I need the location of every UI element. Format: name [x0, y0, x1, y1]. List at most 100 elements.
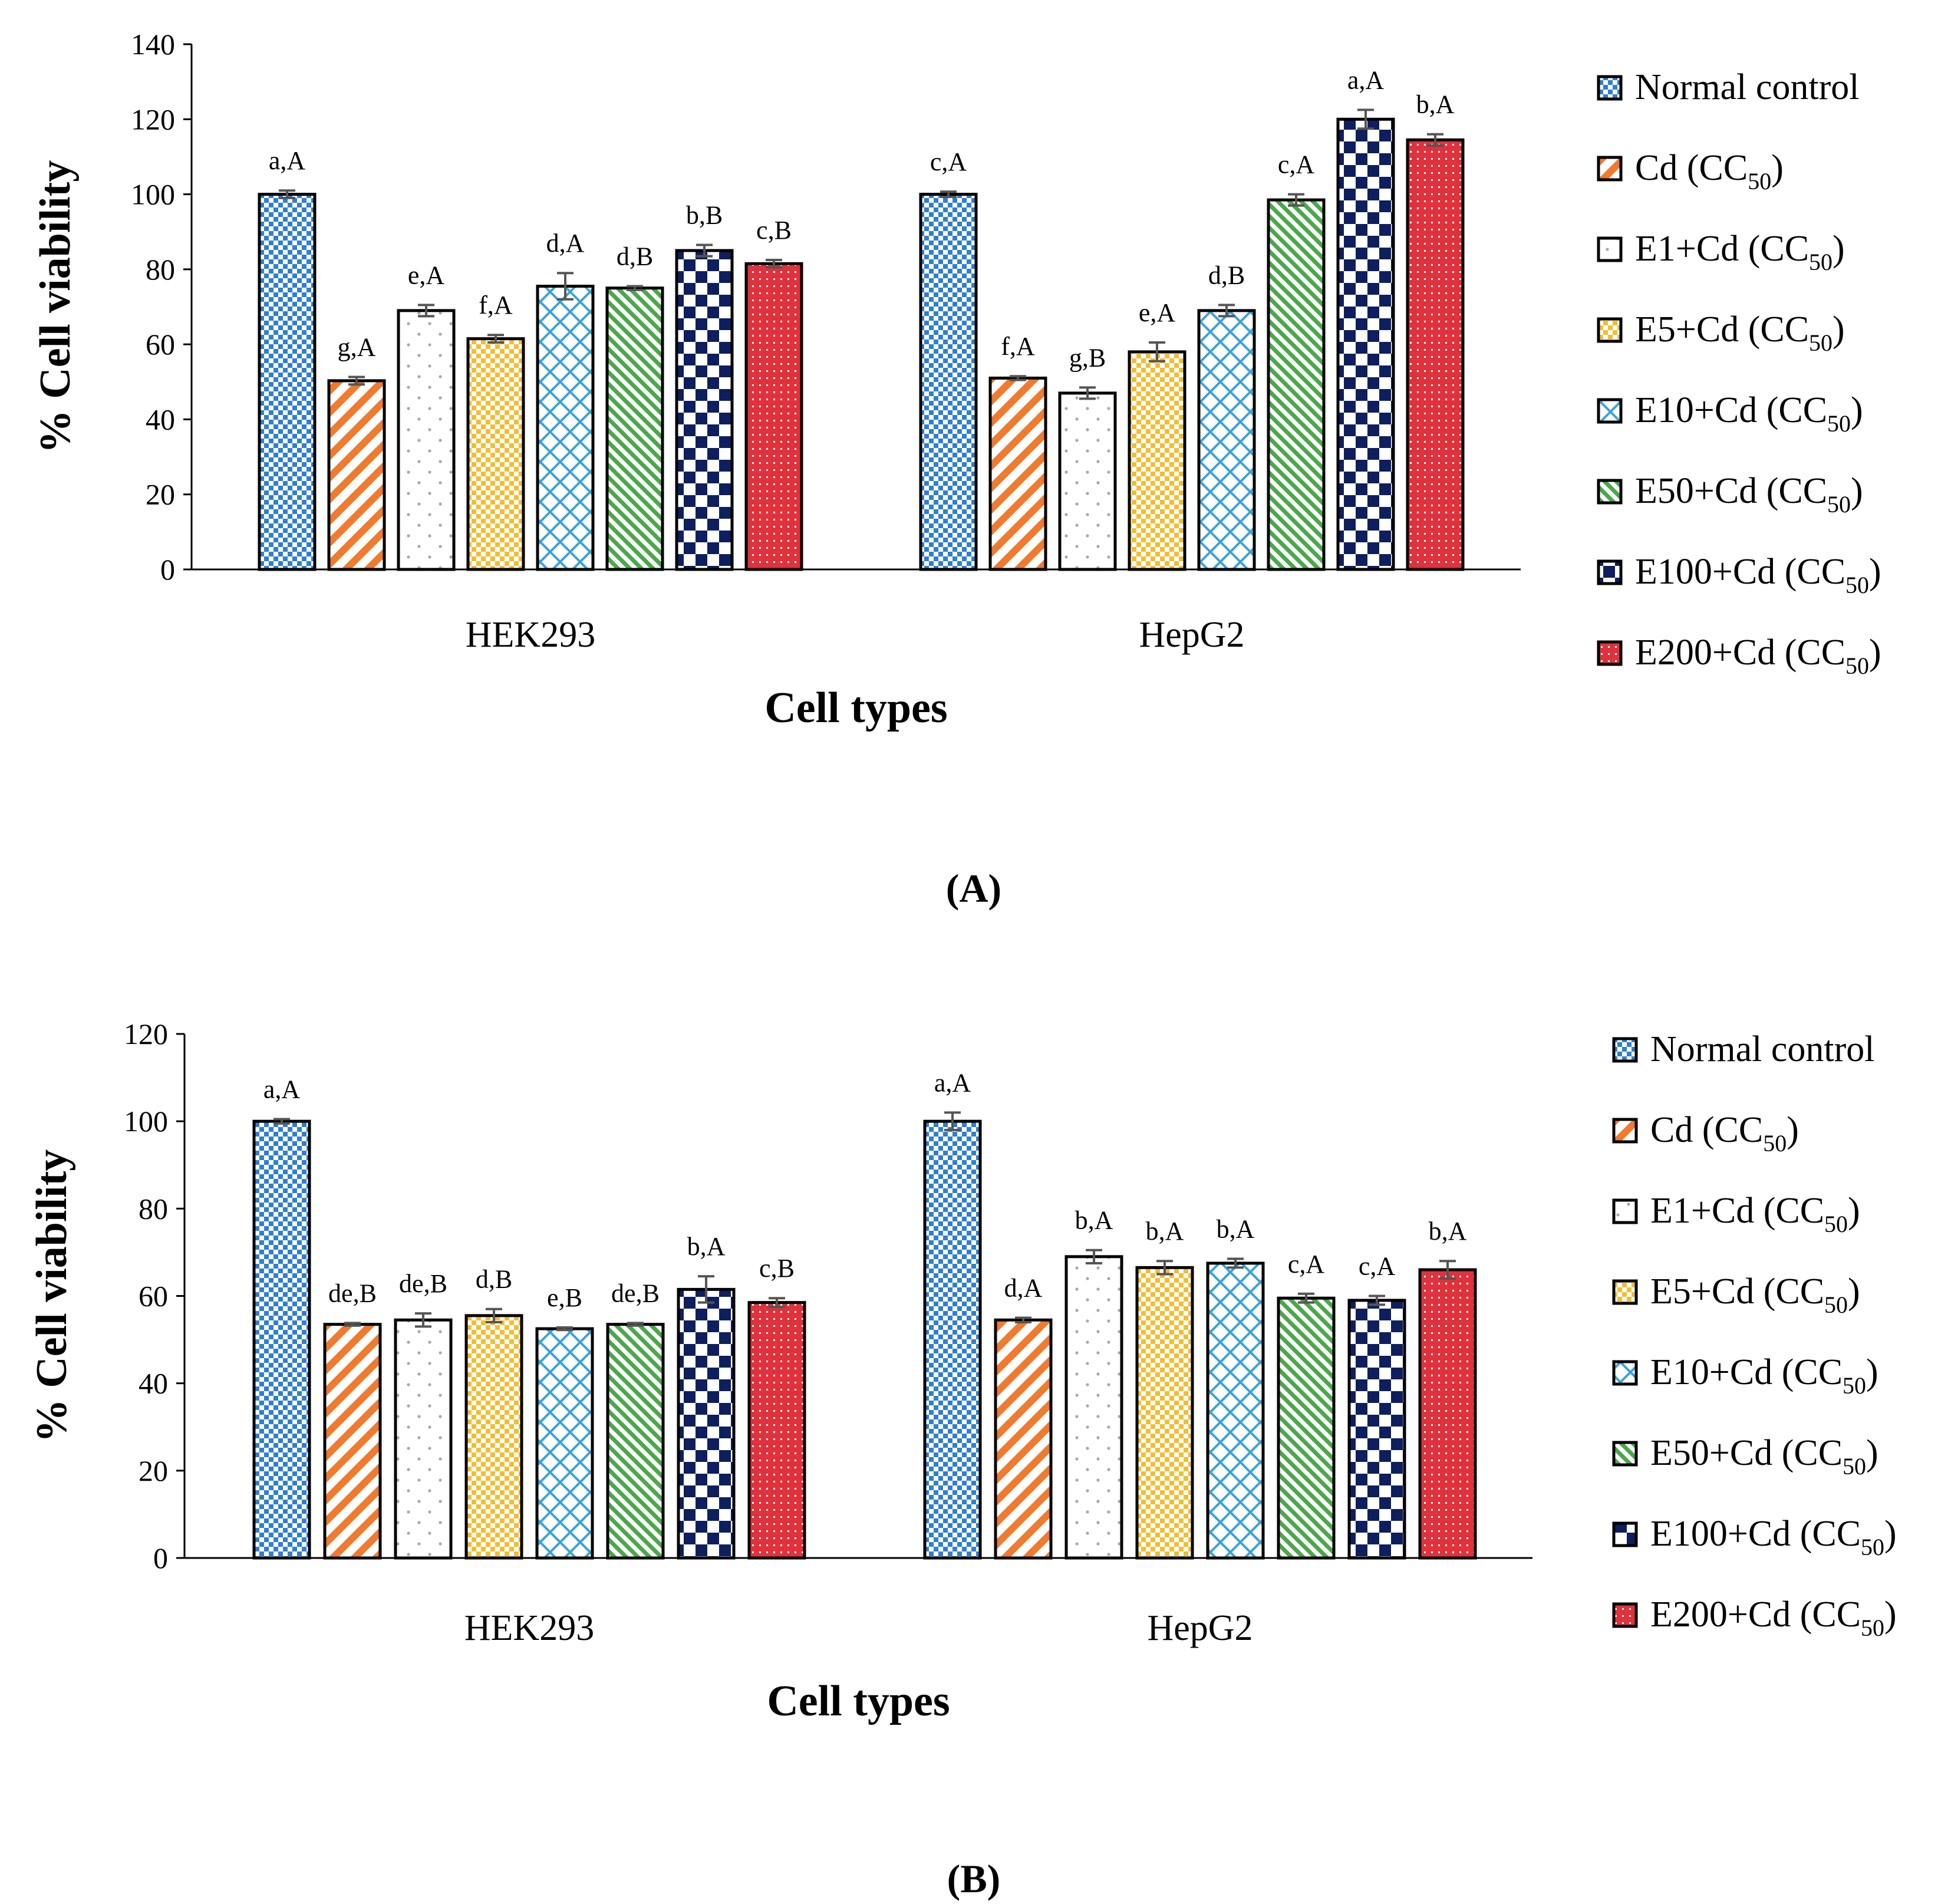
- y-tick-label: 100: [124, 1105, 168, 1138]
- y-axis-title: % Cell viability: [31, 160, 80, 453]
- legend-label: E1+Cd (CC50): [1635, 229, 1845, 275]
- significance-label: de,B: [611, 1279, 660, 1307]
- legend: Normal control Cd (CC50) E1+Cd (CC50) E5+Cd…: [1597, 67, 1881, 679]
- significance-label: g,B: [1069, 343, 1106, 372]
- significance-label: a,A: [934, 1068, 971, 1097]
- legend-swatch: [1612, 1118, 1638, 1144]
- significance-label: b,A: [1416, 90, 1455, 119]
- bar-hepg2-3: [1135, 1266, 1194, 1560]
- significance-label: a,A: [269, 146, 306, 175]
- significance-label: b,A: [1217, 1215, 1255, 1244]
- bar-hek293-3: [464, 1314, 523, 1560]
- significance-label: d,A: [546, 229, 585, 258]
- legend-swatch: [1597, 236, 1623, 262]
- bar-hepg2-2: [1058, 391, 1117, 571]
- y-tick-label: 20: [139, 1454, 168, 1487]
- bar-hek293-5: [606, 1323, 665, 1560]
- category-label: HepG2: [1147, 1608, 1253, 1648]
- category-label: HEK293: [464, 1608, 594, 1648]
- significance-label: b,A: [1075, 1206, 1113, 1235]
- bar-hek293-0: [252, 1119, 311, 1560]
- significance-label: a,A: [263, 1075, 301, 1103]
- legend-label: E5+Cd (CC50): [1635, 309, 1845, 356]
- legend-swatch: [1612, 1037, 1638, 1063]
- legend-swatch: [1597, 559, 1623, 585]
- significance-label: c,A: [1278, 150, 1315, 179]
- legend-label: E50+Cd (CC50): [1650, 1433, 1878, 1480]
- legend-swatch: [1612, 1198, 1638, 1224]
- y-tick-label: 40: [139, 1367, 168, 1400]
- legend-label: E200+Cd (CC50): [1635, 633, 1881, 679]
- bar-hek293-5: [605, 286, 664, 571]
- legend-swatch: [1597, 398, 1623, 424]
- y-axis-title: % Cell viability: [28, 1149, 76, 1442]
- significance-label: e,B: [547, 1283, 582, 1312]
- legend-swatch: [1597, 317, 1623, 343]
- significance-label: a,A: [1347, 65, 1385, 94]
- legend-swatch: [1597, 479, 1623, 505]
- significance-label: f,A: [1001, 332, 1035, 361]
- bar-hepg2-4: [1206, 1261, 1265, 1560]
- y-tick-label: 120: [124, 1017, 168, 1050]
- legend-label: E1+Cd (CC50): [1650, 1191, 1860, 1237]
- legend-swatch: [1612, 1360, 1638, 1386]
- significance-label: d,B: [617, 242, 653, 271]
- bar-hek293-6: [675, 249, 734, 571]
- y-tick-label: 140: [131, 28, 175, 61]
- bar-hek293-0: [258, 193, 317, 571]
- bar-hepg2-5: [1277, 1296, 1336, 1560]
- x-axis-title: Cell types: [764, 684, 947, 732]
- significance-label: de,B: [399, 1269, 447, 1298]
- bar-hek293-1: [327, 379, 386, 571]
- significance-label: e,A: [408, 261, 445, 289]
- legend-swatch: [1612, 1521, 1638, 1547]
- significance-label: b,A: [1429, 1217, 1467, 1246]
- bar-hepg2-4: [1197, 309, 1256, 571]
- bar-hepg2-1: [988, 376, 1047, 571]
- bar-hek293-7: [744, 262, 803, 571]
- y-tick-label: 80: [139, 1192, 168, 1225]
- bar-hek293-4: [536, 284, 595, 571]
- bar-hek293-1: [323, 1323, 382, 1560]
- significance-label: c,A: [1359, 1252, 1396, 1281]
- bar-hepg2-1: [994, 1318, 1053, 1560]
- legend-swatch: [1597, 75, 1623, 101]
- legend-label: E10+Cd (CC50): [1635, 390, 1863, 437]
- legend-label: E200+Cd (CC50): [1650, 1595, 1897, 1641]
- bar-hek293-2: [394, 1318, 453, 1560]
- y-tick-label: 40: [146, 403, 175, 436]
- significance-label: c,A: [930, 147, 967, 176]
- bar-hepg2-3: [1128, 350, 1186, 571]
- y-tick-label: 60: [146, 328, 175, 361]
- significance-label: f,A: [479, 291, 513, 319]
- y-tick-label: 80: [146, 253, 175, 286]
- category-label: HepG2: [1139, 615, 1244, 655]
- y-tick-label: 120: [131, 103, 175, 136]
- significance-label: c,B: [756, 216, 792, 245]
- bar-hepg2-5: [1267, 198, 1326, 571]
- bar-hepg2-6: [1347, 1299, 1406, 1560]
- bar-hek293-7: [747, 1301, 806, 1560]
- significance-label: d,B: [1208, 261, 1245, 289]
- legend-label: E50+Cd (CC50): [1635, 471, 1863, 518]
- bar-hek293-4: [535, 1327, 594, 1560]
- legend-label: E5+Cd (CC50): [1650, 1271, 1860, 1318]
- panel-b-chart: 0 20 40 60 80 100 120 % Cell viability a,A de,B de…: [28, 1017, 1897, 1901]
- legend-swatch: [1597, 156, 1623, 182]
- legend-swatch: [1612, 1602, 1638, 1628]
- legend-label: Cd (CC50): [1650, 1110, 1799, 1157]
- legend-label: Normal control: [1635, 67, 1860, 107]
- significance-label: b,B: [686, 200, 723, 229]
- bar-hek293-3: [466, 337, 525, 571]
- significance-label: d,A: [1004, 1274, 1043, 1303]
- panel-a-chart: 0 20 40 60 80 100 120 140 % Cell viability a,A g,A…: [31, 28, 1881, 911]
- y-tick-label: 60: [139, 1280, 168, 1313]
- category-label: HEK293: [466, 615, 595, 655]
- y-tick-label: 0: [153, 1541, 168, 1574]
- legend-swatch: [1612, 1279, 1638, 1305]
- bar-hepg2-7: [1418, 1268, 1477, 1560]
- significance-label: c,A: [1288, 1250, 1325, 1279]
- significance-label: b,A: [1146, 1217, 1184, 1246]
- x-axis-title: Cell types: [767, 1677, 950, 1725]
